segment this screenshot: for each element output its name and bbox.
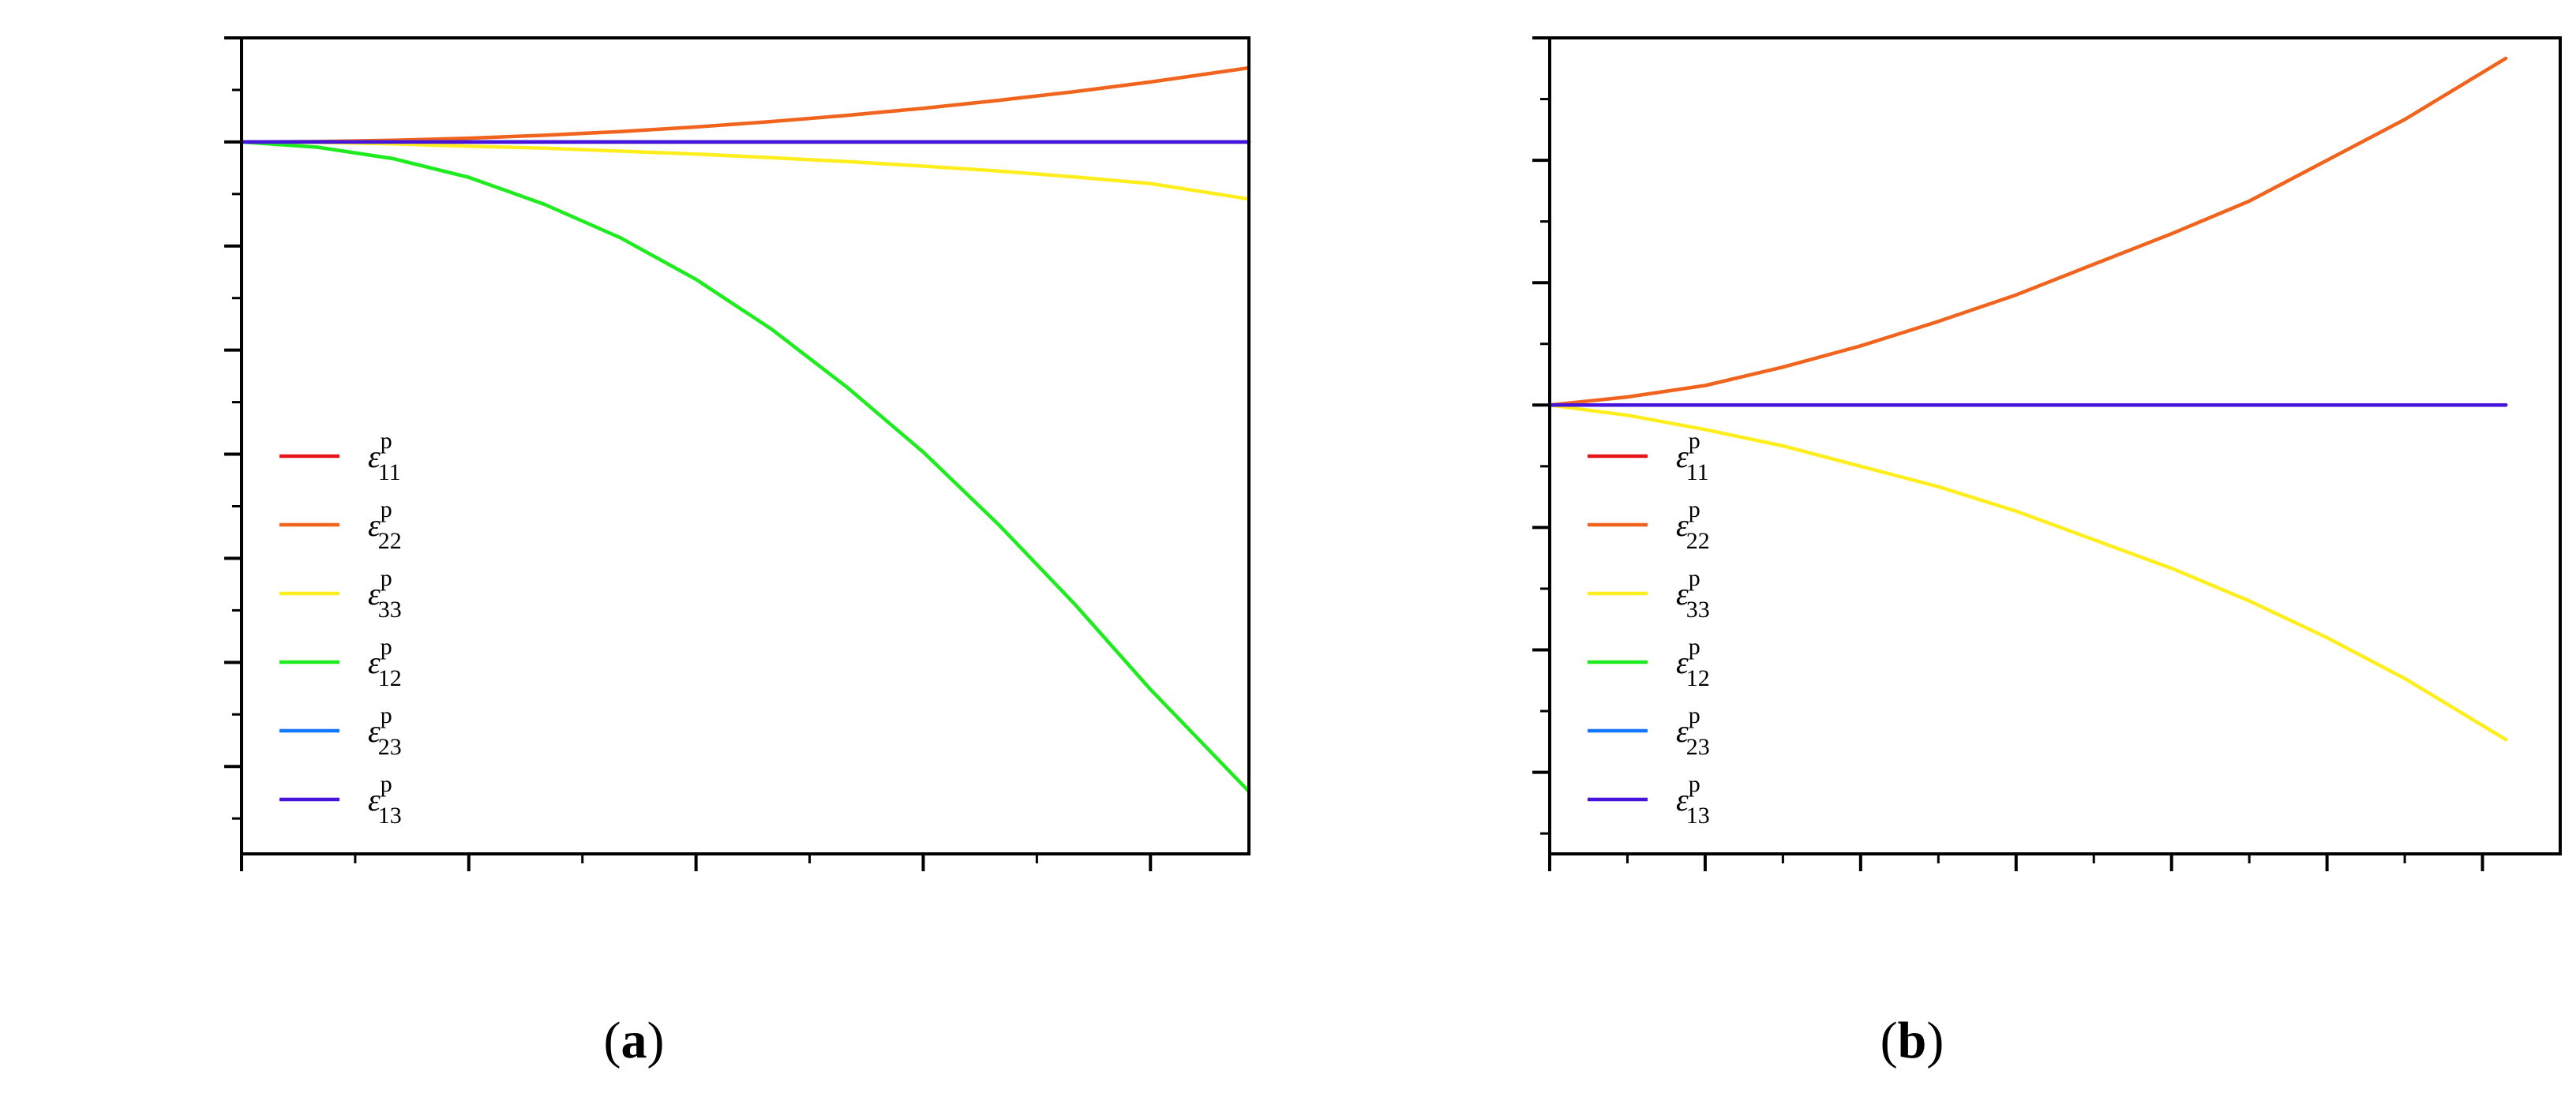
series-lines [239,66,1251,794]
panel-label-b: (b) [1880,1012,1944,1069]
plot-frame [240,36,1251,855]
legend-label-33: εp 33 [368,565,402,623]
panel-label-a: (a) [604,1012,665,1069]
legend-label-22: εp 22 [1676,496,1710,554]
legend: εp 11 εp 22 εp 33 εp 12 εp 23 εp 13 [1588,428,1710,829]
series-line-12 [239,140,1251,794]
legend-label-33: εp 33 [1676,565,1710,623]
series-line-22 [239,66,1251,144]
legend-label-13: εp 13 [368,771,402,829]
y-axis [1532,36,1550,835]
series-line-33 [239,140,1251,201]
series-line-33 [1547,403,2508,742]
x-axis [240,854,1153,871]
legend-label-23: εp 23 [1676,702,1710,760]
plot-frame [1548,36,2562,855]
panel-a: εp 11 εp 22 εp 33 εp 12 εp 23 εp 13 [224,36,1251,871]
legend-label-23: εp 23 [368,702,402,760]
legend-label-13: εp 13 [1676,771,1710,829]
series-lines [1547,56,2508,742]
legend: εp 11 εp 22 εp 33 εp 12 εp 23 εp 13 [279,428,402,829]
panel-b: εp 11 εp 22 εp 33 εp 12 εp 23 εp 13 [1532,36,2562,871]
x-axis [1548,854,2484,871]
legend-label-11: εp 11 [368,428,401,485]
legend-label-11: εp 11 [1676,428,1709,485]
legend-label-12: εp 12 [368,634,402,691]
series-line-22 [1547,56,2508,407]
legend-label-12: εp 12 [1676,634,1710,691]
legend-label-22: εp 22 [368,496,402,554]
y-axis [224,36,242,820]
